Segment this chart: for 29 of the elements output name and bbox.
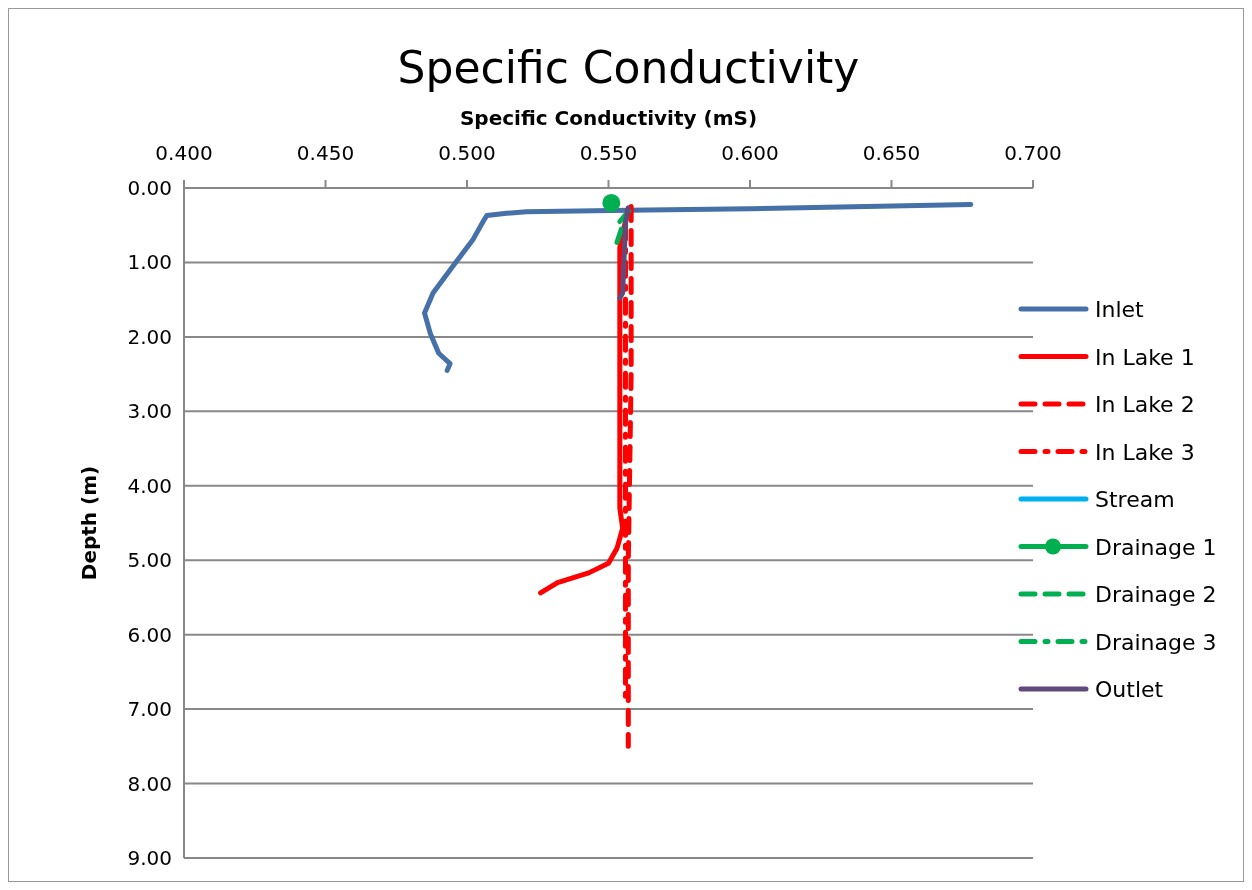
legend-label: In Lake 2 [1095,392,1195,417]
y-tick-label: 7.00 [127,697,172,722]
y-tick-label: 9.00 [127,846,172,870]
x-axis-title: Specific Conductivity (mS) [459,106,758,130]
legend-label: Outlet [1095,677,1164,702]
legend-label: Stream [1095,487,1175,512]
y-tick-label: 2.00 [127,324,172,349]
y-tick-label: 0.00 [127,176,172,200]
y-tick-label: 3.00 [127,399,172,424]
x-tick-label: 0.500 [438,141,496,165]
y-axis-title: Depth (m) [77,465,101,581]
y-tick-label: 6.00 [127,622,172,647]
y-tick-label: 1.00 [127,250,172,275]
y-tick-label: 5.00 [127,548,172,573]
chart-title: Specific Conductivity [397,42,860,93]
legend-label: In Lake 1 [1095,344,1195,370]
x-tick-label: 0.550 [579,141,638,165]
x-tick-label: 0.400 [155,141,213,165]
y-tick-label: 4.00 [127,473,172,498]
x-tick-label: 0.450 [296,141,355,165]
legend-label: In Lake 3 [1095,439,1195,465]
x-tick-label: 0.600 [721,141,779,165]
legend-label: Drainage 3 [1095,629,1217,655]
legend-label: Inlet [1095,297,1145,322]
x-tick-label: 0.700 [1004,141,1062,165]
y-tick-label: 8.00 [127,771,172,796]
legend-label: Drainage 2 [1095,582,1217,607]
x-tick-label: 0.650 [862,141,921,165]
legend-label: Drainage 1 [1095,534,1217,560]
